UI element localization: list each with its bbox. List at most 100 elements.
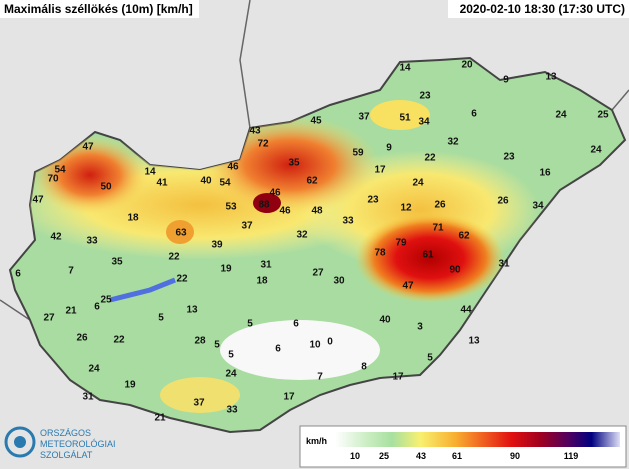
logo-line: METEOROLÓGIAI	[40, 439, 116, 449]
station-value: 24	[88, 364, 100, 375]
station-value: 7	[68, 266, 74, 277]
station-value: 7	[317, 372, 323, 383]
title: Maximális széllökés (10m) [km/h]	[4, 2, 193, 16]
station-value: 6	[471, 109, 477, 120]
station-value: 31	[260, 260, 272, 271]
station-value: 33	[342, 216, 354, 227]
station-value: 14	[399, 63, 411, 74]
station-value: 54	[219, 178, 231, 189]
station-value: 30	[333, 276, 345, 287]
station-value: 45	[310, 116, 322, 127]
station-value: 12	[400, 203, 412, 214]
station-value: 44	[460, 305, 472, 316]
station-value: 21	[154, 413, 166, 424]
station-value: 5	[247, 319, 253, 330]
station-value: 13	[468, 336, 480, 347]
station-value: 47	[32, 195, 44, 206]
station-value: 53	[225, 202, 237, 213]
station-value: 32	[296, 230, 308, 241]
station-value: 9	[386, 143, 392, 154]
station-value: 37	[241, 221, 253, 232]
station-value: 90	[449, 265, 461, 276]
station-value: 70	[47, 174, 59, 185]
station-value: 25	[597, 110, 609, 121]
station-value: 21	[65, 306, 77, 317]
station-value: 48	[311, 206, 323, 217]
station-value: 6	[15, 269, 21, 280]
station-value: 23	[419, 91, 431, 102]
station-value: 16	[539, 168, 551, 179]
station-value: 8	[361, 362, 367, 373]
legend-tick-label: 43	[416, 451, 426, 461]
station-value: 35	[111, 257, 123, 268]
station-value: 13	[186, 305, 198, 316]
station-value: 51	[399, 113, 411, 124]
timestamp: 2020-02-10 18:30 (17:30 UTC)	[460, 2, 625, 16]
station-value: 31	[498, 259, 510, 270]
station-value: 27	[43, 313, 55, 324]
station-value: 5	[228, 350, 234, 361]
legend-tick-label: 61	[452, 451, 462, 461]
legend-tick-label: 90	[510, 451, 520, 461]
station-value: 47	[402, 281, 414, 292]
station-value: 40	[379, 315, 391, 326]
station-value: 71	[432, 223, 444, 234]
station-value: 62	[306, 176, 318, 187]
station-value: 6	[94, 302, 100, 313]
station-value: 43	[249, 126, 261, 137]
station-value: 22	[424, 153, 436, 164]
station-value: 61	[422, 250, 434, 261]
station-value: 14	[144, 167, 156, 178]
station-value: 33	[86, 236, 98, 247]
station-value: 46	[227, 162, 239, 173]
station-value: 5	[427, 353, 433, 364]
station-value: 62	[458, 231, 470, 242]
station-value: 79	[395, 238, 407, 249]
station-value: 18	[127, 213, 139, 224]
station-value: 3	[417, 322, 423, 333]
title-box	[0, 0, 199, 18]
station-value: 10	[309, 340, 321, 351]
station-value: 23	[503, 152, 515, 163]
station-value: 19	[124, 380, 136, 391]
station-value: 17	[392, 372, 404, 383]
station-value: 32	[447, 137, 459, 148]
station-value: 41	[156, 178, 168, 189]
station-value: 50	[100, 182, 112, 193]
station-value: 26	[76, 333, 88, 344]
station-value: 78	[374, 248, 386, 259]
station-value: 5	[214, 340, 220, 351]
station-value: 26	[497, 196, 509, 207]
legend-tick-label: 119	[564, 451, 579, 461]
station-value: 24	[555, 110, 567, 121]
station-value: 37	[193, 398, 205, 409]
station-value: 34	[418, 117, 430, 128]
legend-tick-label: 10	[350, 451, 360, 461]
station-value: 47	[82, 142, 94, 153]
station-value: 5	[158, 313, 164, 324]
station-value: 22	[176, 274, 188, 285]
station-value: 40	[200, 176, 212, 187]
station-value: 33	[226, 405, 238, 416]
station-value: 72	[257, 139, 269, 150]
station-value: 59	[352, 148, 364, 159]
station-value: 19	[220, 264, 232, 275]
station-value: 34	[532, 201, 544, 212]
station-value: 42	[50, 232, 62, 243]
station-value: 24	[412, 178, 424, 189]
legend-colorbar	[335, 432, 620, 447]
station-value: 22	[113, 335, 125, 346]
station-value: 17	[374, 165, 386, 176]
legend-unit: km/h	[306, 436, 327, 446]
station-value: 27	[312, 268, 324, 279]
station-value: 0	[327, 337, 333, 348]
station-value: 39	[211, 240, 223, 251]
station-value: 28	[194, 336, 206, 347]
station-value: 20	[461, 60, 473, 71]
station-value: 54	[54, 165, 66, 176]
station-value: 25	[100, 295, 112, 306]
station-value: 63	[175, 228, 187, 239]
